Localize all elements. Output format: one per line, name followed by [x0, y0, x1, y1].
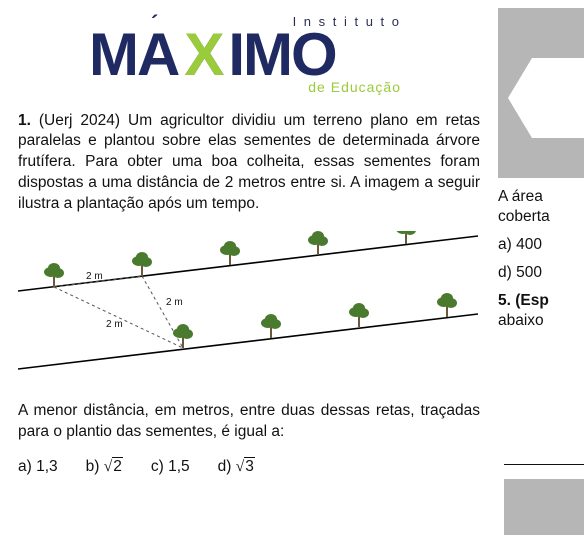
right-q5-pre: 5. (Esp [498, 292, 549, 309]
logo-a-letter: A [137, 21, 180, 88]
right-option-d: d) 500 [498, 264, 584, 282]
right-column: A área coberta a) 400 d) 500 5. (Esp aba… [498, 0, 584, 535]
sqrt-icon: 2 [104, 458, 123, 476]
logo-x-green: X [184, 25, 224, 85]
question-number: 1. [18, 112, 31, 129]
logo-a: ´ A [137, 25, 180, 85]
right-area: A área [498, 188, 584, 206]
option-a: a) 1,3 [18, 458, 58, 476]
figure-svg: 2 m 2 m 2 m [18, 231, 478, 386]
option-d-pre: d) [218, 458, 236, 475]
plantation-figure: 2 m 2 m 2 m [18, 231, 478, 386]
option-b: b) 2 [86, 458, 123, 476]
logo: I n s t i t u t o M ´ A X X IMO de Educa… [89, 14, 409, 95]
svg-text:2 m: 2 m [86, 271, 103, 282]
hexagon-fragment [498, 8, 584, 178]
right-gray-block [504, 479, 584, 535]
option-d-rad: 3 [244, 457, 255, 475]
question-1-text: 1. (Uerj 2024) Um agricultor dividiu um … [18, 111, 480, 216]
right-q5: 5. (Esp [498, 292, 584, 310]
option-b-pre: b) [86, 458, 104, 475]
logo-main: M ´ A X X IMO [89, 25, 409, 85]
option-d: d) 3 [218, 458, 255, 476]
logo-accent: ´ [151, 13, 158, 35]
logo-m: M [89, 25, 137, 85]
svg-text:2 m: 2 m [166, 297, 183, 308]
logo-imo: IMO [228, 25, 335, 85]
hexagon-cutout [508, 58, 584, 138]
options: a) 1,3 b) 2 c) 1,5 d) 3 [18, 458, 480, 476]
left-column: I n s t i t u t o M ´ A X X IMO de Educa… [0, 0, 498, 535]
question-body2: A menor distância, em metros, entre duas… [18, 401, 480, 443]
option-b-rad: 2 [112, 457, 123, 475]
right-coberta: coberta [498, 208, 584, 226]
right-option-a: a) 400 [498, 236, 584, 254]
question-source: (Uerj 2024) [39, 112, 120, 129]
right-abaixo: abaixo [498, 312, 584, 330]
svg-text:2 m: 2 m [106, 319, 123, 330]
option-c: c) 1,5 [151, 458, 190, 476]
page: I n s t i t u t o M ´ A X X IMO de Educa… [0, 0, 584, 535]
logo-x: X X [180, 25, 228, 85]
sqrt-icon: 3 [236, 458, 255, 476]
right-line [504, 464, 584, 465]
